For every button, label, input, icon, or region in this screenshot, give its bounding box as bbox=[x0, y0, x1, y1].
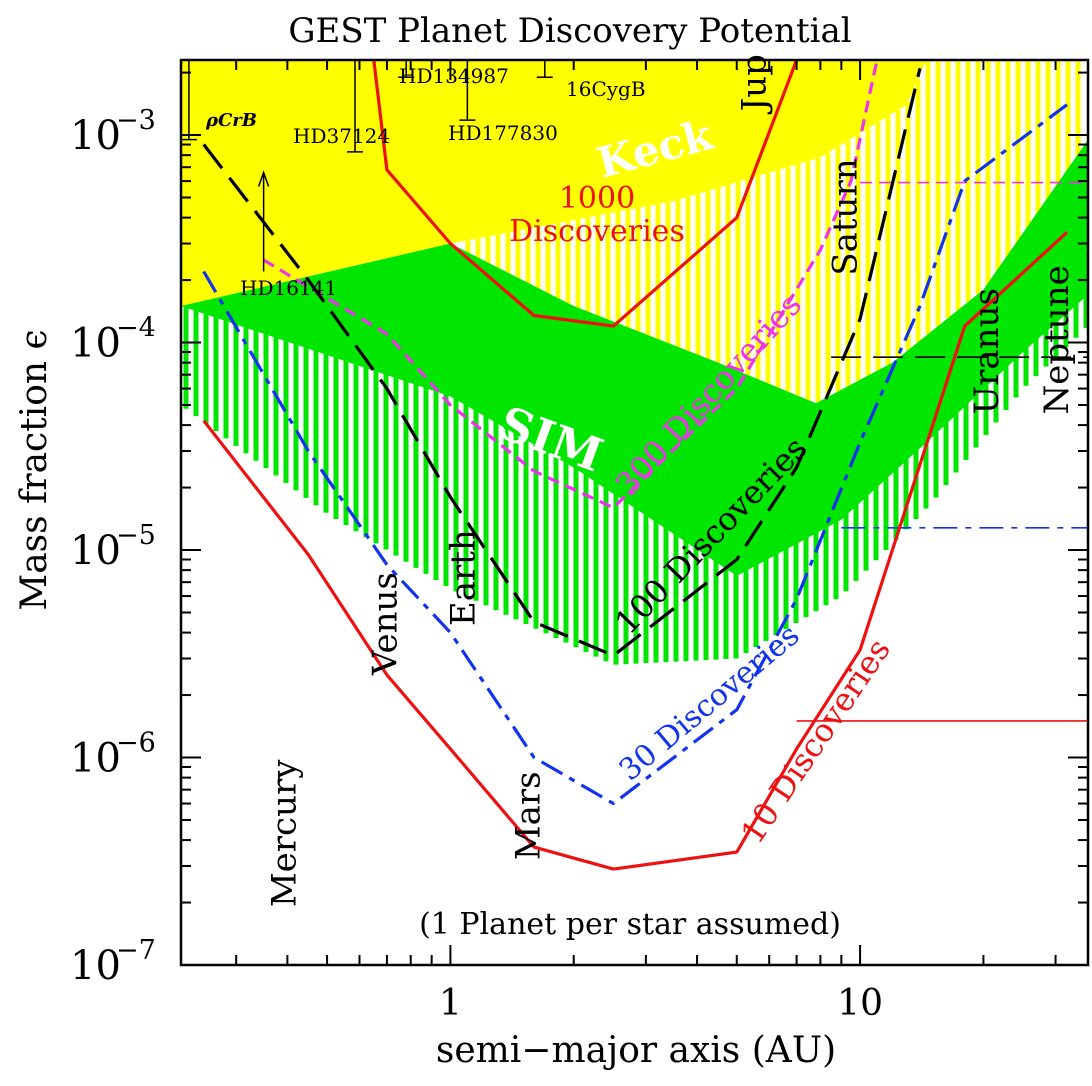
planet-label-neptune: Neptune bbox=[1037, 265, 1077, 414]
known-planet-label: ρCrB bbox=[205, 110, 257, 131]
planet-label-earth: Earth bbox=[443, 529, 483, 626]
keck-solid-region bbox=[181, 60, 927, 306]
x-axis-label: semi−major axis (AU) bbox=[436, 1030, 836, 1071]
x-tick-label: 10 bbox=[837, 983, 883, 1024]
y-tick-label-base: 10 bbox=[70, 113, 121, 159]
300-discoveries-curve bbox=[262, 60, 879, 510]
discoveries-1000-label-line1: 1000 bbox=[559, 181, 635, 216]
sim-solid-region bbox=[181, 139, 1088, 576]
known-planet-label: HD37124 bbox=[293, 124, 390, 148]
known-planet-label: HD134987 bbox=[399, 64, 509, 88]
y-tick-label-exponent: −3 bbox=[116, 105, 156, 136]
planet-label-mercury: Mercury bbox=[264, 759, 304, 907]
y-tick-label-exponent: −7 bbox=[116, 935, 156, 966]
chart-title: GEST Planet Discovery Potential bbox=[288, 11, 851, 51]
lower-limit-arrow-icon bbox=[257, 170, 270, 187]
known-planet-label: 16CygB bbox=[566, 77, 646, 101]
y-tick-label-exponent: −5 bbox=[116, 520, 156, 551]
planet-label-venus: Venus bbox=[366, 572, 406, 676]
planet-label-jup: Jup bbox=[735, 54, 775, 114]
planet-label-uranus: Uranus bbox=[967, 288, 1007, 414]
1000-discoveries-curve bbox=[372, 60, 799, 328]
y-tick-label-base: 10 bbox=[70, 736, 121, 782]
y-tick-label-exponent: −4 bbox=[116, 313, 156, 344]
discoveries-1000-label-line2: Discoveries bbox=[509, 214, 685, 249]
y-axis-label: Mass fraction ϵ bbox=[14, 329, 55, 610]
30-discoveries-curve bbox=[202, 103, 1068, 806]
y-tick-label-base: 10 bbox=[70, 321, 121, 367]
y-tick-label-base: 10 bbox=[70, 943, 121, 989]
known-planet-label: HD177830 bbox=[448, 121, 558, 145]
known-planet-label: HD16141 bbox=[240, 276, 337, 300]
100-discoveries-curve bbox=[202, 67, 922, 658]
x-tick-label: 1 bbox=[439, 983, 462, 1024]
y-tick-label-exponent: −6 bbox=[116, 728, 156, 759]
plot-frame bbox=[179, 58, 1090, 967]
planet-label-saturn: Saturn bbox=[826, 158, 866, 275]
10-discoveries-curve bbox=[202, 231, 1069, 871]
planet-label-mars: Mars bbox=[508, 771, 548, 860]
assumption-note: (1 Planet per star assumed) bbox=[419, 907, 841, 942]
y-tick-label-base: 10 bbox=[70, 528, 121, 574]
